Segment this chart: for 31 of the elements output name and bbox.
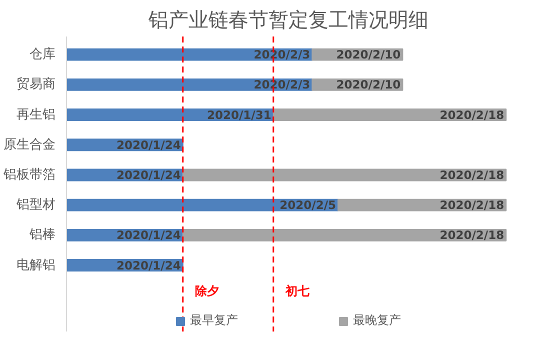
data-label: 2020/1/24 bbox=[116, 228, 181, 242]
bar bbox=[66, 78, 313, 91]
chart-title: 铝产业链春节暂定复工情况明细 bbox=[148, 8, 428, 32]
data-label: 2020/2/5 bbox=[280, 198, 336, 212]
y-tick-label: 铝板带箔 bbox=[2, 167, 56, 182]
y-tick-label: 贸易商 bbox=[16, 77, 56, 92]
y-tick-label: 铝棒 bbox=[28, 228, 56, 243]
bar bbox=[182, 228, 507, 242]
data-label: 2020/2/3 bbox=[254, 48, 310, 62]
y-tick-label: 再生铝 bbox=[16, 107, 56, 122]
data-label: 2020/2/3 bbox=[254, 78, 310, 92]
y-tick-label: 原生合金 bbox=[4, 137, 56, 152]
y-tick-label: 铝型材 bbox=[16, 198, 56, 213]
ref-line-label: 初七 bbox=[284, 284, 310, 298]
data-label: 2020/2/18 bbox=[440, 198, 504, 212]
data-label: 2020/1/31 bbox=[206, 108, 272, 122]
ref-line-label: 除夕 bbox=[194, 284, 219, 298]
data-label: 2020/1/24 bbox=[116, 258, 181, 272]
bar bbox=[66, 198, 339, 212]
data-label: 2020/2/10 bbox=[336, 78, 401, 92]
data-label: 2020/2/18 bbox=[440, 228, 504, 242]
data-label: 2020/2/18 bbox=[440, 108, 504, 122]
bar bbox=[66, 48, 313, 61]
legend-label: 最早复产 bbox=[190, 312, 238, 329]
y-tick-label: 仓库 bbox=[30, 47, 56, 62]
legend-label: 最晚复产 bbox=[353, 312, 401, 329]
data-label: 2020/2/18 bbox=[440, 168, 504, 182]
y-tick-label: 电解铝 bbox=[16, 258, 56, 273]
data-label: 2020/2/10 bbox=[336, 48, 401, 62]
data-label: 2020/1/24 bbox=[116, 168, 181, 182]
data-label: 2020/1/24 bbox=[116, 138, 181, 152]
